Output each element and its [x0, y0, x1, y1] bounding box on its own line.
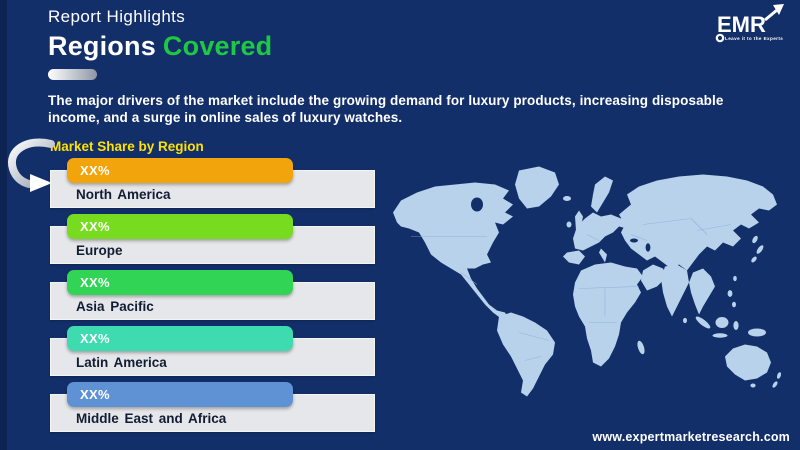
region-label: Europe	[76, 243, 123, 258]
region-label: Asia Pacific	[76, 299, 154, 314]
emr-logo: EMR Leave it to the Experts	[715, 4, 784, 43]
region-row-latin-america: Latin America XX%	[50, 326, 375, 382]
divider-pill	[48, 69, 97, 80]
region-label: Latin America	[76, 355, 167, 370]
region-share-list: North America XX% Europe XX% Asia Pacifi…	[50, 158, 375, 438]
page-title-accent: Covered	[162, 31, 273, 61]
page-title: Regions Covered	[48, 31, 272, 62]
region-share-value: XX%	[80, 275, 110, 290]
region-share-value: XX%	[80, 219, 110, 234]
curved-arrow-icon	[8, 138, 55, 192]
world-map	[393, 166, 782, 397]
region-row-asia-pacific: Asia Pacific XX%	[50, 270, 375, 326]
arrow-up-right-icon	[764, 4, 784, 22]
region-share-bar: XX%	[67, 214, 293, 239]
left-edge-strip	[0, 0, 7, 450]
region-share-value: XX%	[80, 163, 110, 178]
logo-text: EMR	[717, 12, 766, 37]
region-share-value: XX%	[80, 387, 110, 402]
page-title-primary: Regions	[48, 31, 156, 61]
eyebrow-text: Report Highlights	[48, 7, 186, 26]
region-label: North America	[76, 187, 171, 202]
region-share-bar: XX%	[67, 158, 293, 183]
intro-paragraph: The major drivers of the market include …	[48, 93, 724, 125]
region-share-bar: XX%	[67, 382, 293, 407]
region-row-europe: Europe XX%	[50, 214, 375, 270]
region-label: Middle East and Africa	[76, 411, 227, 426]
region-row-north-america: North America XX%	[50, 158, 375, 214]
logo-tagline: Leave it to the Experts	[725, 36, 783, 41]
region-share-value: XX%	[80, 331, 110, 346]
chart-heading: Market Share by Region	[50, 139, 204, 154]
region-row-middle-east-africa: Middle East and Africa XX%	[50, 382, 375, 438]
footer-url-link[interactable]: www.expertmarketresearch.com	[592, 430, 790, 444]
region-share-bar: XX%	[67, 270, 293, 295]
ring-icon	[715, 33, 725, 43]
region-share-bar: XX%	[67, 326, 293, 351]
